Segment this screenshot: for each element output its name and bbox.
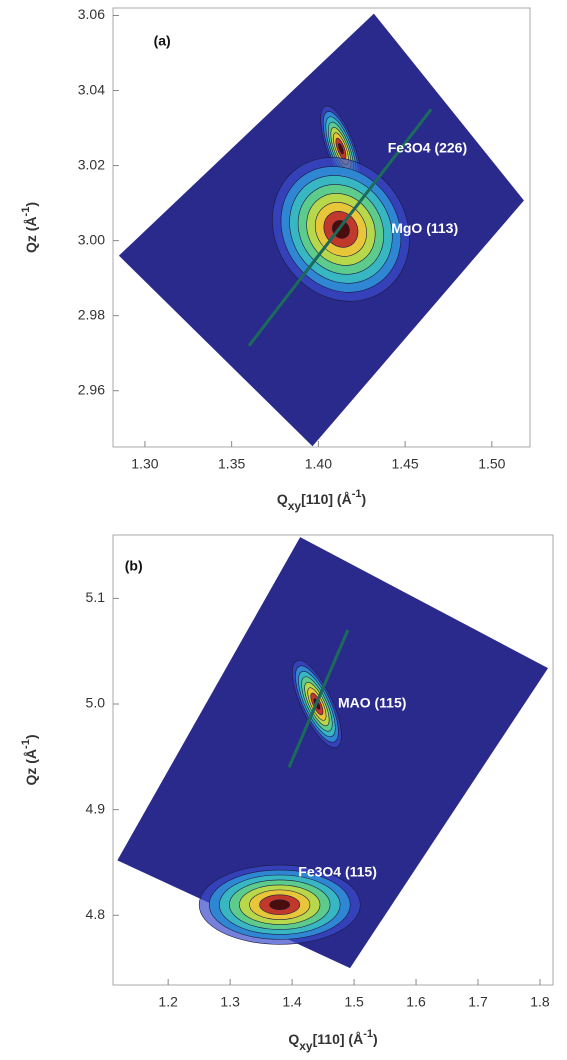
y-tick-label: 2.98 xyxy=(78,306,105,322)
y-tick-label: 5.0 xyxy=(86,695,106,711)
label-part: -1 xyxy=(352,488,362,500)
x-tick-label: 1.6 xyxy=(406,994,426,1010)
peak-contour xyxy=(269,899,291,910)
label-part: ) xyxy=(361,491,366,507)
axes-frame xyxy=(112,534,554,986)
panel: 1.2 1.3 1.4 1.5 1.6 1.7 1.8 5.1 5.0 4.9 4.8 Qxy[110… xyxy=(20,534,554,1053)
label-part: xy xyxy=(288,499,302,513)
detector-streak xyxy=(287,629,350,768)
y-tick-label: 3.06 xyxy=(78,6,105,22)
x-tick-label: 1.4 xyxy=(282,994,302,1010)
label-part: Qz (Å xyxy=(23,749,39,786)
x-tick-label: 1.2 xyxy=(158,994,178,1010)
peak-annotation: MAO (115) xyxy=(338,695,406,711)
label-part: ) xyxy=(23,734,39,739)
label-part: Qz (Å xyxy=(23,216,39,253)
y-tick-label: 3.00 xyxy=(78,231,105,247)
label-part: -1 xyxy=(20,739,32,749)
label-part: [110] (Å xyxy=(301,491,352,507)
peak-annotation: MgO (113) xyxy=(391,220,458,236)
label-part: ) xyxy=(23,202,39,207)
x-tick-label: 1.30 xyxy=(131,456,158,472)
x-tick-label: 1.40 xyxy=(305,456,332,472)
x-tick-label: 1.35 xyxy=(218,456,245,472)
panel: 1.30 1.35 1.40 1.45 1.50 3.06 3.04 3.02 3.00 2.98… xyxy=(20,6,531,513)
y-axis-label: Qz (Å-1) xyxy=(20,734,39,785)
label-part: Q xyxy=(288,1031,299,1047)
y-tick-label: 5.1 xyxy=(86,589,106,605)
panel-label: (b) xyxy=(125,557,143,573)
peak-annotation: Fe3O4 (115) xyxy=(298,864,377,880)
label-part: [110] (Å xyxy=(313,1031,364,1047)
y-tick-label: 4.8 xyxy=(86,906,106,922)
label-part: -1 xyxy=(20,207,32,217)
label-part: -1 xyxy=(363,1028,373,1040)
peak-annotation: Fe3O4 (226) xyxy=(388,139,467,155)
y-tick-label: 3.04 xyxy=(78,81,105,97)
y-tick-label: 2.96 xyxy=(78,381,105,397)
y-tick-label: 3.02 xyxy=(78,156,105,172)
x-axis-label: Qxy[110] (Å-1) xyxy=(288,1028,377,1053)
x-tick-label: 1.8 xyxy=(530,994,550,1010)
plot-area xyxy=(118,13,524,447)
label-part: ) xyxy=(373,1031,378,1047)
x-tick-label: 1.7 xyxy=(468,994,488,1010)
x-axis-label: Qxy[110] (Å-1) xyxy=(277,488,366,513)
y-axis-label: Qz (Å-1) xyxy=(20,202,39,253)
label-part: Q xyxy=(277,491,288,507)
x-tick-label: 1.50 xyxy=(478,456,505,472)
measured-region xyxy=(117,537,549,969)
panel-label: (a) xyxy=(154,32,171,48)
peak-contour xyxy=(338,143,344,155)
label-part: xy xyxy=(299,1039,313,1053)
axes-frame xyxy=(112,7,531,448)
plot-area xyxy=(117,537,549,969)
y-tick-label: 4.9 xyxy=(86,800,106,816)
x-tick-label: 1.45 xyxy=(391,456,418,472)
x-tick-label: 1.3 xyxy=(220,994,240,1010)
detector-streak xyxy=(247,108,433,347)
x-tick-label: 1.5 xyxy=(344,994,364,1010)
